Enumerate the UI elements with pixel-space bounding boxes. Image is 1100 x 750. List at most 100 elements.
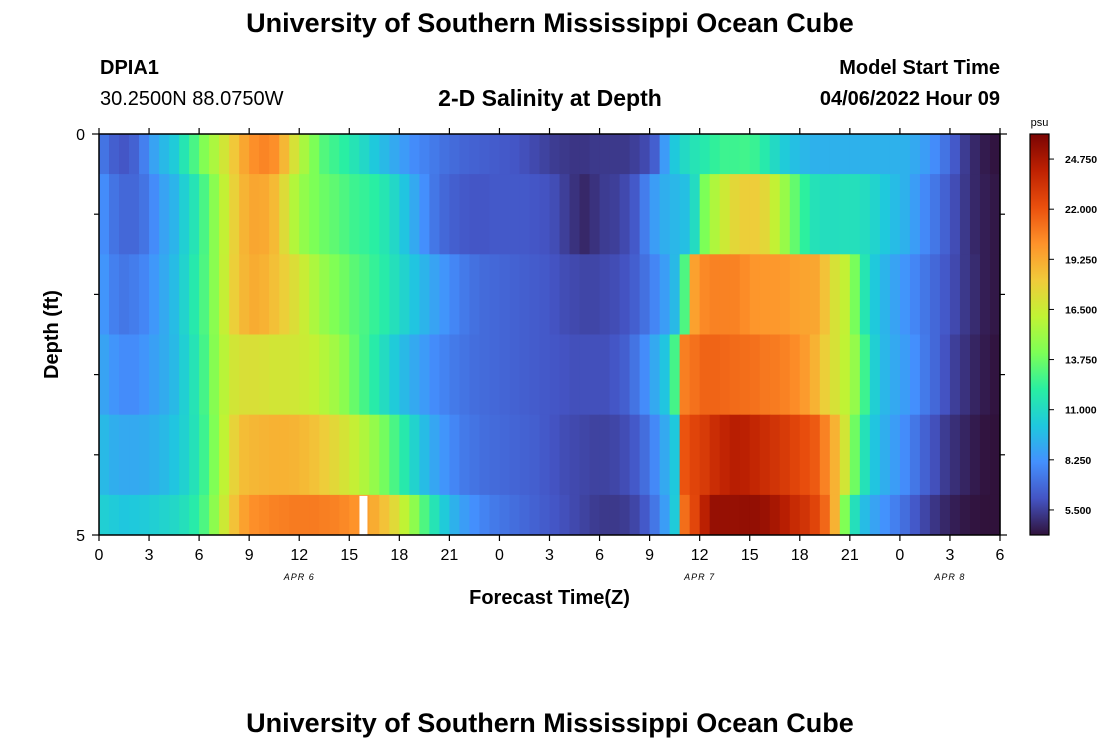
heatmap-cell: [649, 414, 661, 496]
heatmap-cell: [259, 254, 270, 335]
footer-title: University of Southern Mississippi Ocean…: [246, 708, 854, 738]
heatmap-cell: [529, 334, 541, 416]
heatmap-cell: [419, 414, 430, 496]
heatmap-cell: [319, 134, 330, 175]
heatmap-cell: [209, 254, 220, 335]
heatmap-cell: [299, 494, 310, 536]
heatmap-cell: [889, 254, 901, 335]
heatmap-cell: [419, 134, 430, 175]
heatmap-cell: [719, 134, 731, 175]
heatmap-cell: [639, 254, 651, 335]
heatmap-cell: [559, 134, 571, 175]
heatmap-cell: [869, 494, 881, 536]
heatmap-cell: [759, 414, 771, 496]
heatmap-cell: [829, 254, 841, 335]
heatmap-cell: [549, 334, 561, 416]
heatmap-cell: [289, 334, 300, 416]
heatmap-cell: [489, 174, 501, 255]
heatmap-cell: [459, 414, 471, 496]
heatmap-cell: [729, 414, 741, 496]
heatmap-cell: [409, 334, 420, 416]
heatmap-cell: [819, 134, 831, 175]
x-tick-label: 3: [945, 547, 954, 564]
heatmap-cell: [609, 414, 621, 496]
heatmap-cell: [399, 134, 410, 175]
heatmap-cell: [329, 494, 340, 536]
heatmap-cell: [709, 174, 721, 255]
page-title: University of Southern Mississippi Ocean…: [246, 8, 854, 38]
heatmap-cell: [649, 174, 661, 255]
heatmap-cell: [549, 414, 561, 496]
heatmap-cell: [389, 414, 400, 496]
heatmap-cell: [569, 334, 581, 416]
x-tick-label: 6: [195, 547, 204, 564]
heatmap-cell: [779, 414, 791, 496]
heatmap-cell: [559, 174, 571, 255]
heatmap-cell: [439, 254, 450, 335]
heatmap-cell: [199, 134, 210, 175]
heatmap-cell: [809, 334, 821, 416]
x-tick-label: 21: [841, 547, 859, 564]
heatmap-cell: [899, 174, 911, 255]
heatmap-cell: [179, 414, 190, 496]
heatmap-cell: [639, 134, 651, 175]
heatmap-cell: [229, 134, 240, 175]
heatmap-cell: [589, 334, 601, 416]
heatmap-cell: [779, 334, 791, 416]
heatmap-cell: [649, 254, 661, 335]
heatmap-cell: [449, 414, 460, 496]
heatmap-cell: [639, 174, 651, 255]
heatmap-cell: [669, 494, 681, 536]
heatmap-cell: [819, 334, 831, 416]
station-coordinates: 30.2500N 88.0750W: [100, 88, 284, 110]
colorbar-unit: psu: [1031, 117, 1049, 129]
heatmap-cell: [499, 414, 511, 496]
heatmap-cell: [829, 494, 841, 536]
heatmap-cell: [979, 134, 991, 175]
heatmap-cells: [99, 134, 1001, 536]
heatmap-cell: [969, 494, 981, 536]
heatmap-cell: [569, 254, 581, 335]
heatmap-cell: [459, 134, 471, 175]
heatmap-cell: [869, 174, 881, 255]
heatmap-cell: [349, 254, 360, 335]
heatmap-cell: [429, 494, 440, 536]
heatmap-cell: [539, 494, 551, 536]
chart-subtitle: 2-D Salinity at Depth: [438, 85, 662, 111]
heatmap-cell: [109, 134, 120, 175]
heatmap-cell: [149, 414, 160, 496]
heatmap-cell: [769, 494, 781, 536]
heatmap-cell: [709, 254, 721, 335]
y-axis-ticks: 05: [76, 127, 1007, 545]
heatmap-cell: [159, 254, 170, 335]
x-tick-label: 0: [95, 547, 104, 564]
heatmap-cell: [349, 334, 360, 416]
heatmap-cell: [719, 334, 731, 416]
colorbar-tick-label: 19.250: [1065, 254, 1097, 266]
date-label: APR 8: [933, 572, 965, 582]
heatmap-cell: [989, 414, 1001, 496]
heatmap-cell: [749, 134, 761, 175]
heatmap-cell: [279, 334, 290, 416]
heatmap-cell: [489, 414, 501, 496]
x-tick-label: 15: [340, 547, 358, 564]
heatmap-cell: [139, 334, 150, 416]
heatmap-cell: [929, 174, 941, 255]
heatmap-cell: [969, 134, 981, 175]
heatmap-cell: [829, 334, 841, 416]
heatmap-cell: [699, 334, 711, 416]
date-labels: APR 6 APR 7 APR 8: [283, 572, 965, 582]
heatmap-cell: [919, 134, 931, 175]
heatmap-cell: [739, 174, 751, 255]
heatmap-cell: [879, 134, 891, 175]
heatmap-cell: [799, 134, 811, 175]
heatmap-cell: [699, 174, 711, 255]
heatmap-cell: [129, 334, 140, 416]
heatmap-cell: [929, 254, 941, 335]
heatmap-cell: [519, 334, 531, 416]
heatmap-cell: [819, 494, 831, 536]
heatmap-cell: [279, 254, 290, 335]
heatmap-cell: [919, 254, 931, 335]
heatmap-cell: [969, 414, 981, 496]
heatmap-cell: [889, 414, 901, 496]
